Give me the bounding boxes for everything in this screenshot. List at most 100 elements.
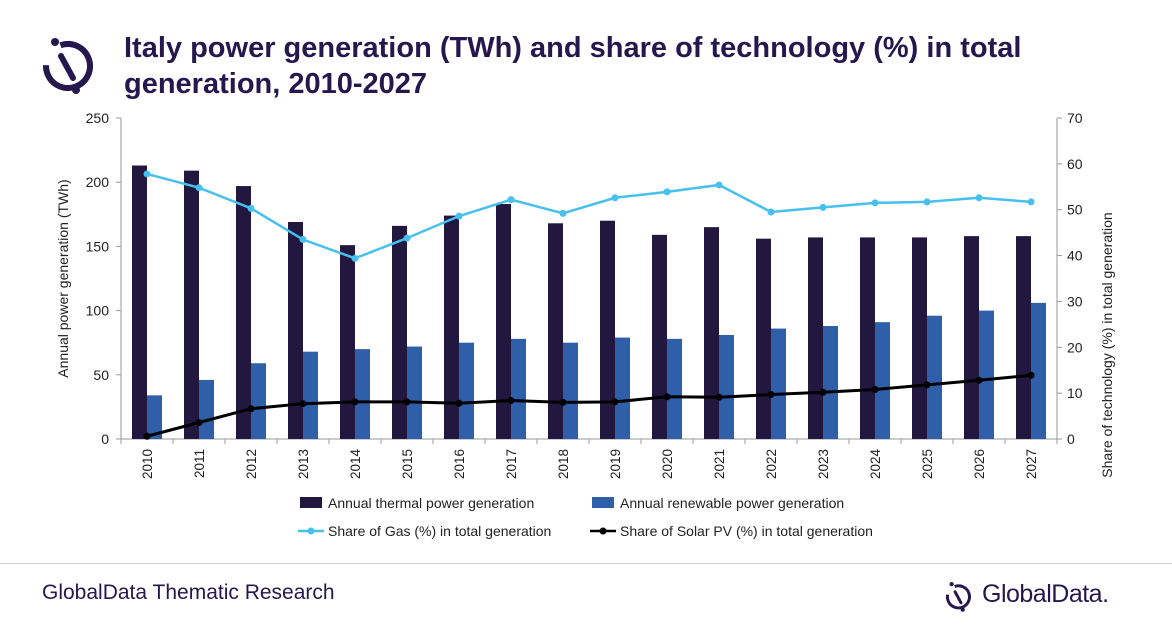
- thermal-bar: [808, 237, 823, 439]
- renewable-bar: [927, 315, 942, 439]
- gas-share-point: [247, 204, 255, 212]
- x-tick-label: 2027: [1024, 449, 1039, 479]
- solar-share-point: [351, 398, 359, 406]
- y-tick-label-right: 40: [1067, 248, 1083, 264]
- thermal-bar: [704, 227, 719, 439]
- footer-source: GlobalData Thematic Research: [42, 581, 335, 604]
- x-tick-label: 2026: [972, 449, 987, 479]
- x-tick-label: 2022: [764, 449, 779, 479]
- y-tick-label-left: 100: [86, 303, 110, 319]
- thermal-bar: [496, 204, 511, 439]
- solar-share-point: [715, 393, 723, 401]
- solar-share-point: [923, 381, 931, 389]
- gas-share-point: [143, 170, 151, 178]
- renewable-bar: [667, 338, 682, 439]
- solar-share-point: [819, 388, 827, 396]
- x-tick-label: 2010: [140, 449, 155, 479]
- renewable-bar: [563, 342, 578, 439]
- gas-share-point: [611, 194, 619, 202]
- y-tick-label-right: 10: [1067, 385, 1083, 401]
- solar-share-point: [403, 398, 411, 406]
- thermal-bar: [236, 186, 251, 439]
- solar-share-point: [195, 418, 203, 426]
- y-tick-label-right: 70: [1067, 110, 1083, 126]
- gas-share-point: [975, 194, 983, 202]
- thermal-bar: [912, 237, 927, 439]
- gas-share-line: [146, 172, 1032, 260]
- y-tick-label-right: 60: [1067, 156, 1083, 172]
- gas-share-point: [715, 181, 723, 189]
- thermal-bar: [756, 238, 771, 439]
- renewable-bar: [459, 342, 474, 439]
- solar-share-point: [871, 385, 879, 393]
- renewable-bar: [303, 351, 318, 439]
- x-tick-label: 2013: [296, 449, 311, 479]
- renewable-bar: [875, 322, 890, 439]
- solar-share-point: [767, 391, 775, 399]
- x-tick-label: 2018: [556, 449, 571, 479]
- solar-share-point: [975, 376, 983, 384]
- gas-share-point: [819, 203, 827, 211]
- legend-solar-label: Share of Solar PV (%) in total generatio…: [620, 523, 873, 539]
- gas-share-point: [871, 199, 879, 207]
- y-tick-label-right: 50: [1067, 202, 1083, 218]
- renewable-bar: [615, 337, 630, 439]
- x-tick-label: 2024: [868, 449, 883, 480]
- y-tick-label-left: 250: [86, 110, 110, 126]
- footer-brand: GlobalData.: [982, 580, 1109, 608]
- gas-share-point: [767, 208, 775, 216]
- legend-gas-label: Share of Gas (%) in total generation: [328, 523, 551, 539]
- thermal-bar: [600, 220, 615, 439]
- solar-share-point: [455, 399, 463, 407]
- renewable-bar: [511, 338, 526, 439]
- thermal-bar: [184, 170, 199, 440]
- solar-share-point: [663, 393, 671, 401]
- thermal-bar: [1016, 236, 1031, 439]
- gas-share-point: [455, 212, 463, 220]
- renewable-bar: [251, 363, 266, 439]
- x-tick-label: 2021: [712, 449, 727, 479]
- gas-share-point: [351, 254, 359, 262]
- gas-share-point: [195, 184, 203, 192]
- x-tick-label: 2011: [192, 449, 207, 478]
- y-tick-label-left: 200: [86, 174, 110, 190]
- globaldata-brand-icon: [945, 581, 971, 612]
- legend-renewable-swatch: [592, 497, 614, 508]
- y-axis-title-left: Annual power generation (TWh): [55, 179, 71, 377]
- legend-thermal-label: Annual thermal power generation: [328, 495, 534, 511]
- thermal-bar: [652, 234, 667, 439]
- solar-share-point: [507, 396, 515, 404]
- x-tick-label: 2023: [816, 449, 831, 479]
- renewable-bar: [719, 334, 734, 439]
- renewable-bar: [823, 326, 838, 439]
- footer-divider: [0, 563, 1172, 564]
- chart: 0 50 100 150 200 250 0 10 20 30 40 50 60 70 2010 2011 20…: [55, 110, 1115, 539]
- thermal-bar: [444, 215, 459, 439]
- y-tick-label-right: 0: [1067, 431, 1075, 447]
- thermal-bar: [548, 223, 563, 439]
- gas-share-point: [923, 198, 931, 206]
- solar-share-point: [247, 405, 255, 413]
- thermal-bar: [964, 236, 979, 439]
- gas-share-point: [559, 209, 567, 217]
- renewable-bar: [199, 379, 214, 439]
- legend-gas-marker: [307, 527, 315, 535]
- legend-solar-marker: [599, 527, 607, 535]
- globaldata-logo-icon: [43, 38, 93, 94]
- renewable-bar: [771, 328, 786, 439]
- thermal-bar: [288, 222, 303, 439]
- x-tick-label: 2025: [920, 449, 935, 479]
- y-tick-label-right: 30: [1067, 293, 1083, 309]
- x-tick-label: 2012: [244, 449, 259, 479]
- solar-share-point: [611, 398, 619, 406]
- x-tick-label: 2014: [348, 449, 363, 480]
- x-tick-label: 2015: [400, 449, 415, 479]
- x-tick-label: 2019: [608, 449, 623, 479]
- solar-share-point: [559, 398, 567, 406]
- gas-share-point: [299, 236, 307, 244]
- solar-share-point: [143, 432, 151, 440]
- solar-share-point: [299, 400, 307, 408]
- y-tick-label-left: 0: [101, 431, 109, 447]
- renewable-bar: [979, 310, 994, 439]
- y-tick-label-left: 50: [93, 367, 109, 383]
